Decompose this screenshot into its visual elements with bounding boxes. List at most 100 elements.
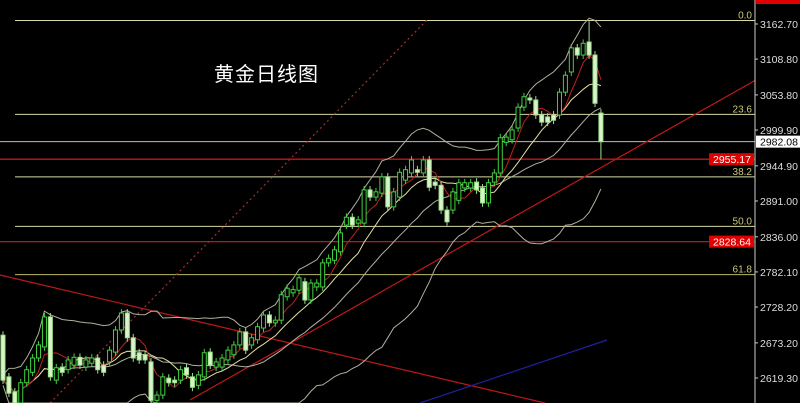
fib-label-0.0: 0.0 — [738, 11, 752, 22]
bear-candle-body — [527, 97, 533, 101]
candle — [18, 378, 24, 403]
bear-candle-body — [207, 351, 213, 366]
bear-candle-body — [480, 187, 486, 204]
y-tick-label: 2619.30 — [760, 373, 798, 385]
candle — [112, 326, 118, 357]
bear-candle-body — [95, 357, 101, 371]
bull-candle-body — [355, 219, 361, 224]
bear-candle-body — [438, 184, 444, 211]
bull-candle-body — [456, 182, 462, 201]
bull-candle-body — [278, 294, 284, 321]
candle — [154, 391, 160, 403]
candle — [266, 311, 272, 327]
bear-candle-body — [124, 312, 130, 339]
bull-candle-body — [118, 312, 124, 331]
candle — [308, 279, 314, 304]
top-price-marker — [756, 0, 800, 4]
y-tick-label: 3053.80 — [760, 90, 798, 102]
bear-candle-body — [551, 114, 557, 121]
bull-candle-body — [491, 172, 497, 183]
candle — [160, 372, 166, 400]
candle — [349, 213, 355, 229]
candle — [166, 374, 172, 387]
candle — [420, 156, 426, 177]
bull-candle-body — [65, 359, 71, 371]
bull-candle-body — [41, 316, 47, 348]
bear-candle-body — [148, 361, 154, 401]
bull-candle-body — [112, 329, 118, 353]
bear-candle-body — [574, 47, 580, 56]
candle — [432, 178, 438, 190]
candle — [361, 185, 367, 228]
candle — [142, 350, 148, 364]
bull-candle-body — [397, 171, 403, 198]
candle — [195, 371, 201, 390]
candle — [533, 96, 539, 119]
bear-candle-body — [539, 114, 545, 123]
candle — [184, 363, 190, 379]
candle — [231, 341, 237, 359]
bear-candle-body — [172, 379, 178, 384]
candle — [444, 206, 450, 226]
candle — [213, 357, 219, 372]
bull-candle-body — [468, 182, 474, 189]
bull-candle-body — [497, 137, 503, 174]
candle — [509, 126, 515, 144]
bull-candle-body — [361, 189, 367, 224]
support-1-label: 2955.17 — [713, 154, 751, 166]
bull-candle-body — [314, 282, 320, 288]
bull-candle-body — [154, 394, 160, 401]
candle — [36, 341, 42, 362]
bull-candle-body — [509, 129, 515, 141]
bull-candle-body — [521, 96, 527, 108]
bear-candle-body — [77, 356, 83, 366]
candle — [527, 94, 533, 104]
fib-label-61.8: 61.8 — [733, 265, 753, 276]
candle — [545, 113, 551, 127]
bull-candle-body — [213, 361, 219, 368]
candle — [355, 215, 361, 228]
blue-trendline — [419, 339, 608, 403]
bull-candle-body — [30, 357, 36, 373]
bull-candle-body — [343, 216, 349, 226]
bear-candle-body — [349, 216, 355, 226]
bull-candle-body — [326, 257, 332, 264]
descending-trendline — [0, 274, 546, 403]
bear-candle-body — [47, 316, 53, 378]
candle — [47, 313, 53, 381]
y-tick-label: 3108.80 — [760, 54, 798, 66]
bull-candle-body — [337, 232, 343, 253]
bull-candle-body — [290, 289, 296, 294]
candle — [580, 39, 586, 59]
bear-candle-body — [142, 354, 148, 361]
candle — [255, 322, 261, 344]
candle — [426, 156, 432, 192]
candle — [379, 172, 385, 198]
price-axis-bg — [755, 0, 800, 403]
bear-candle-body — [130, 337, 136, 359]
bull-candle-body — [260, 314, 266, 329]
y-tick-label: 2999.90 — [760, 125, 798, 137]
bull-candle-body — [18, 382, 24, 403]
candle — [272, 316, 278, 327]
candle — [107, 346, 113, 366]
bull-candle-body — [562, 74, 568, 93]
candle — [124, 309, 130, 342]
current-price-label: 2982.08 — [760, 137, 798, 149]
candle — [172, 376, 178, 387]
candle — [284, 284, 290, 301]
bollinger-middle — [2, 107, 602, 393]
candle — [373, 187, 379, 201]
y-tick-label: 2782.10 — [760, 267, 798, 279]
candle — [30, 354, 36, 377]
bull-candle-body — [249, 337, 255, 346]
candle — [462, 178, 468, 192]
bull-candle-body — [36, 344, 42, 359]
y-tick-label: 2891.00 — [760, 196, 798, 208]
candle — [503, 133, 509, 147]
bear-candle-body — [444, 209, 450, 223]
bull-candle-body — [556, 91, 562, 116]
candle — [539, 111, 545, 127]
y-tick-label: 3162.70 — [760, 19, 798, 31]
bull-candle-body — [503, 136, 509, 143]
